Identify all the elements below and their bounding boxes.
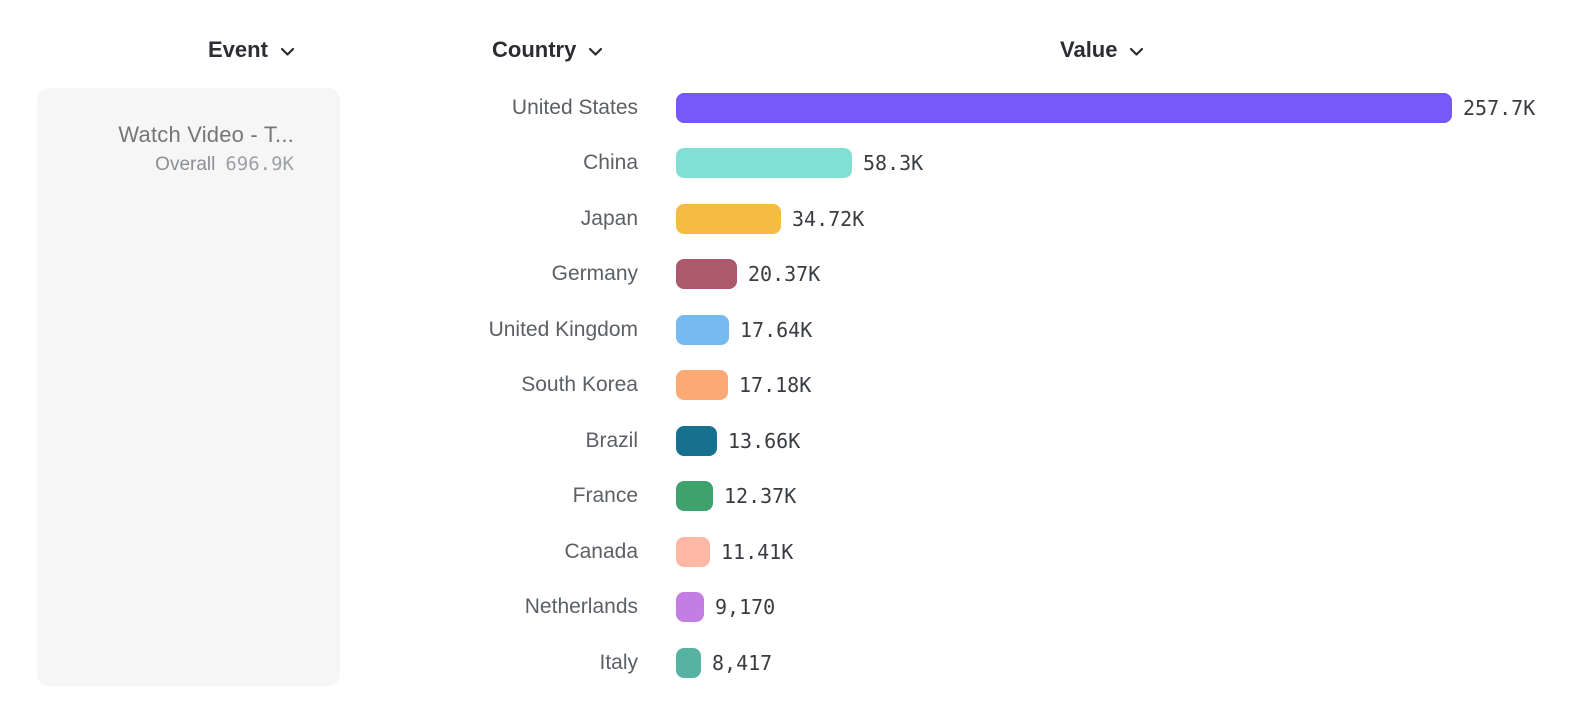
bar-value-label: 17.18K bbox=[739, 373, 812, 397]
chevron-down-icon bbox=[1130, 47, 1144, 56]
chart-row: United Kingdom 17.64K bbox=[0, 314, 1584, 345]
value-column-header[interactable]: Value bbox=[1060, 36, 1144, 64]
country-label: South Korea bbox=[521, 373, 638, 396]
bar-united-states[interactable] bbox=[676, 92, 1452, 123]
event-card[interactable]: Watch Video - T... Overall 696.9K bbox=[37, 88, 340, 686]
event-column-label: Event bbox=[208, 37, 268, 62]
chart-row: France 12.37K bbox=[0, 481, 1584, 511]
country-label: China bbox=[583, 151, 638, 174]
country-label: United Kingdom bbox=[488, 317, 638, 341]
bar-value-label: 20.37K bbox=[748, 262, 821, 286]
bar-value-label: 34.72K bbox=[792, 206, 865, 231]
country-column-label: Country bbox=[492, 37, 577, 62]
bar-netherlands[interactable] bbox=[676, 592, 704, 622]
metric-value: 696.9K bbox=[225, 153, 294, 175]
bar-japan[interactable] bbox=[676, 203, 781, 234]
chart-row: United States 257.7K bbox=[0, 92, 1584, 123]
country-label: Brazil bbox=[585, 428, 638, 452]
chart-row: Italy 8,417 bbox=[0, 647, 1584, 678]
country-column-header[interactable]: Country bbox=[492, 36, 603, 64]
bar-value-label: 13.66K bbox=[728, 428, 801, 453]
country-label: Italy bbox=[599, 650, 638, 674]
country-label: Netherlands bbox=[524, 595, 638, 618]
chevron-down-icon bbox=[589, 47, 603, 56]
country-label: Canada bbox=[564, 539, 638, 563]
bar-value-label: 58.3K bbox=[863, 151, 924, 175]
bar-brazil[interactable] bbox=[676, 425, 717, 456]
chart-row: South Korea 17.18K bbox=[0, 370, 1584, 400]
country-label: Japan bbox=[580, 206, 638, 230]
bar-china[interactable] bbox=[676, 148, 852, 178]
chart-row: Germany 20.37K bbox=[0, 259, 1584, 289]
event-name: Watch Video - T... bbox=[118, 122, 294, 147]
country-label: France bbox=[572, 484, 638, 507]
chart-row: Brazil 13.66K bbox=[0, 425, 1584, 456]
value-column-label: Value bbox=[1060, 37, 1118, 62]
chart-row: Japan 34.72K bbox=[0, 203, 1584, 234]
bar-italy[interactable] bbox=[676, 647, 701, 678]
country-label: Germany bbox=[551, 262, 638, 285]
bar-value-label: 257.7K bbox=[1463, 95, 1536, 120]
bar-united-kingdom[interactable] bbox=[676, 314, 729, 345]
event-metric: Overall 696.9K bbox=[57, 153, 294, 176]
bar-value-label: 9,170 bbox=[715, 595, 776, 619]
bar-france[interactable] bbox=[676, 481, 713, 511]
chart-row: Netherlands 9,170 bbox=[0, 592, 1584, 622]
country-label: United States bbox=[511, 95, 638, 119]
event-column-header[interactable]: Event bbox=[208, 36, 295, 64]
chart-row: China 58.3K bbox=[0, 148, 1584, 178]
bar-canada[interactable] bbox=[676, 536, 710, 567]
bar-value-label: 17.64K bbox=[740, 317, 813, 342]
bar-germany[interactable] bbox=[676, 259, 737, 289]
bar-value-label: 8,417 bbox=[712, 650, 773, 675]
bar-value-label: 11.41K bbox=[721, 539, 794, 564]
metric-label: Overall bbox=[155, 154, 216, 175]
chevron-down-icon bbox=[280, 47, 295, 56]
chart-row: Canada 11.41K bbox=[0, 536, 1584, 567]
bar-value-label: 12.37K bbox=[724, 484, 797, 508]
bar-south-korea[interactable] bbox=[676, 370, 728, 400]
